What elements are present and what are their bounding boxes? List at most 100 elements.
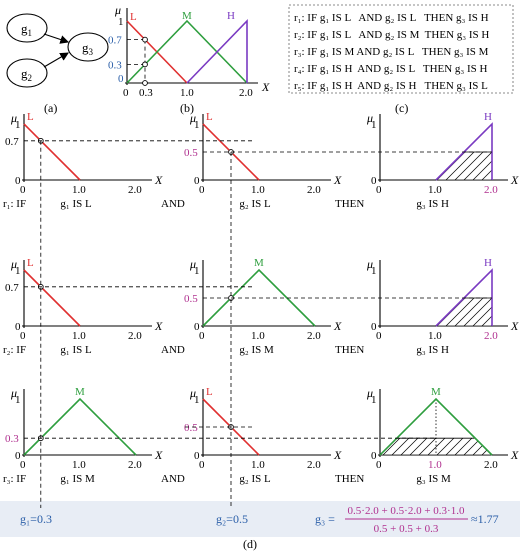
r1-c1-caption: g₁ IS L xyxy=(60,198,92,210)
r2-c1-xtick-0: 0 xyxy=(20,330,26,342)
node-g3 xyxy=(67,32,109,62)
node-g1 xyxy=(6,13,48,43)
r3-c1-xtick-2: 2.0 xyxy=(128,459,142,471)
r1-c3-ytick-0: 1 xyxy=(371,119,377,131)
r1-then: THEN xyxy=(335,198,364,210)
panel-b-membership-functions: (b) μ X L M H 1 0.7 0.3 0 0 0.3 1.0 2.0 xyxy=(108,3,270,115)
r2-c3-hatch-line xyxy=(392,286,432,326)
r3-c1-label-M: M xyxy=(75,386,85,398)
r3-c3-xtick-0: 0 xyxy=(376,459,382,471)
r1-c3-hatch-line xyxy=(392,140,432,180)
r2-c2-ytick-0: 1 xyxy=(194,265,200,277)
b-label-M: M xyxy=(182,10,192,22)
r1-c3-clipped-area xyxy=(435,151,493,181)
r3-c1-mu: μ xyxy=(10,386,17,400)
r2-c3-mu: μ xyxy=(366,257,373,271)
r1-prefix: r₁: IF xyxy=(3,198,26,210)
r1-c3-xtick-1: 1.0 xyxy=(428,184,442,196)
r3-c2-ytick-1: 0.5 xyxy=(184,422,198,434)
r3-c3-hatch-line xyxy=(418,438,460,455)
g1-input-label: g₁=0.3 xyxy=(20,512,52,526)
r1-c2-xtick-0: 0 xyxy=(199,184,205,196)
r3-c3-xtick-1: 1.0 xyxy=(428,459,442,471)
node-g2 xyxy=(6,58,48,88)
r1-c2-mu: μ xyxy=(189,111,196,125)
edge-g2-g3 xyxy=(43,52,69,68)
r1-c3-hatch-line xyxy=(347,140,387,180)
r1-c3-hatch-line xyxy=(445,152,487,180)
r1-c1-xtick-0: 0 xyxy=(20,184,26,196)
r2-c3-hatch-line xyxy=(356,286,396,326)
r2-c3-mf-H xyxy=(435,268,493,327)
r1-c3-mf-H xyxy=(435,122,493,181)
r1-c1-ytick-1: 0.7 xyxy=(5,136,19,148)
r2-c2-xtick-2: 2.0 xyxy=(307,330,321,342)
r3-c2-xtick-0: 0 xyxy=(199,459,205,471)
rule-1: r₁: IF g₁ IS L AND g₂ IS L THEN g₃ IS H xyxy=(294,12,489,24)
r2-c1-ytick-2: 0 xyxy=(15,321,21,333)
r1-c3-hatch-line xyxy=(338,140,378,180)
r1-c2-x-label: X xyxy=(333,173,342,187)
inference-result: g₁=0.3 g₂=0.5 g₃ = 0.5·2.0 + 0.5·2.0 + 0… xyxy=(20,505,499,551)
r2-c2-xtick-0: 0 xyxy=(199,330,205,342)
r1-c3-hatch-line xyxy=(365,140,405,180)
r1-c3-hatch-line xyxy=(356,140,396,180)
r3-c3-hatch-line xyxy=(380,438,388,455)
r1-c3-hatch-line xyxy=(472,152,492,180)
r1-c3-hatch-line xyxy=(383,140,423,180)
b-point-03 xyxy=(142,61,148,68)
r2-c2-label-M: M xyxy=(254,257,264,269)
r3-c3-caption: g₃ IS M xyxy=(416,473,451,485)
r3-c3-mf-M xyxy=(379,397,493,456)
r3-c3-hatch-line xyxy=(436,438,478,455)
r2-c1-ytick-1: 0.7 xyxy=(5,282,19,294)
r2-c3-hatch-line xyxy=(454,298,492,326)
r2-c3-x-label: X xyxy=(510,319,519,333)
r3-c2-xtick-1: 1.0 xyxy=(251,459,265,471)
r2-prefix: r₂: IF xyxy=(3,344,26,356)
r3-c3-xtick-2: 2.0 xyxy=(484,459,498,471)
r3-c2-x-label: X xyxy=(333,448,342,462)
g3-numerator: 0.5·2.0 + 0.5·2.0 + 0.3·1.0 xyxy=(348,505,465,517)
r2-c3-hatch-line xyxy=(338,286,378,326)
r2-c1-label-L: L xyxy=(27,257,34,269)
r2-c3-xtick-0: 0 xyxy=(376,330,382,342)
r1-c3-label-H: H xyxy=(484,111,492,123)
r3-c1-ytick-0: 1 xyxy=(15,394,21,406)
r1-c2-ytick-1: 0.5 xyxy=(184,147,198,159)
r3-c3-label-M: M xyxy=(431,386,441,398)
b-tick-07: 0.7 xyxy=(108,35,122,47)
caption-a: (a) xyxy=(44,101,57,115)
r1-c1-ytick-2: 0 xyxy=(15,175,21,187)
r1-c3-hatch-line xyxy=(481,152,492,180)
r2-c3-hatch-line xyxy=(445,298,487,326)
r2-c3-hatch-line xyxy=(481,298,492,326)
r3-c2-xtick-2: 2.0 xyxy=(307,459,321,471)
r3-c3-x-label: X xyxy=(510,448,519,462)
b-x-label: X xyxy=(261,80,270,94)
r1-c3-hatch-line xyxy=(436,152,442,180)
r3-c3-hatch-line xyxy=(400,438,442,455)
r2-c3-hatch-line xyxy=(436,298,442,326)
caption-d: (d) xyxy=(243,537,257,551)
rule-5: r₅: IF g₁ IS H AND g₂ IS H THEN g₃ IS L xyxy=(294,80,488,92)
r3-then: THEN xyxy=(335,473,364,485)
r2-c2-ytick-1: 0.5 xyxy=(184,293,198,305)
r3-c3-hatch-line xyxy=(445,438,487,455)
r1-c1-label-L: L xyxy=(27,111,34,123)
r1-c2-caption: g₂ IS L xyxy=(239,198,271,210)
b-label-L: L xyxy=(130,11,137,23)
r2-c1-xtick-2: 2.0 xyxy=(128,330,142,342)
r2-then: THEN xyxy=(335,344,364,356)
node-g1-label: g1 xyxy=(21,21,32,38)
r3-c3-ytick-0: 1 xyxy=(371,394,377,406)
r3-c1-ytick-1: 0.3 xyxy=(5,433,19,445)
b-tick-0: 0 xyxy=(118,73,124,85)
r3-c1-caption: g₁ IS M xyxy=(60,473,95,485)
r1-c3-mu: μ xyxy=(366,111,373,125)
r1-c3-xtick-2: 2.0 xyxy=(484,184,498,196)
rules-box xyxy=(288,4,514,94)
r3-c3-hatch-line xyxy=(382,438,424,455)
r2-c3-hatch-line xyxy=(365,286,405,326)
